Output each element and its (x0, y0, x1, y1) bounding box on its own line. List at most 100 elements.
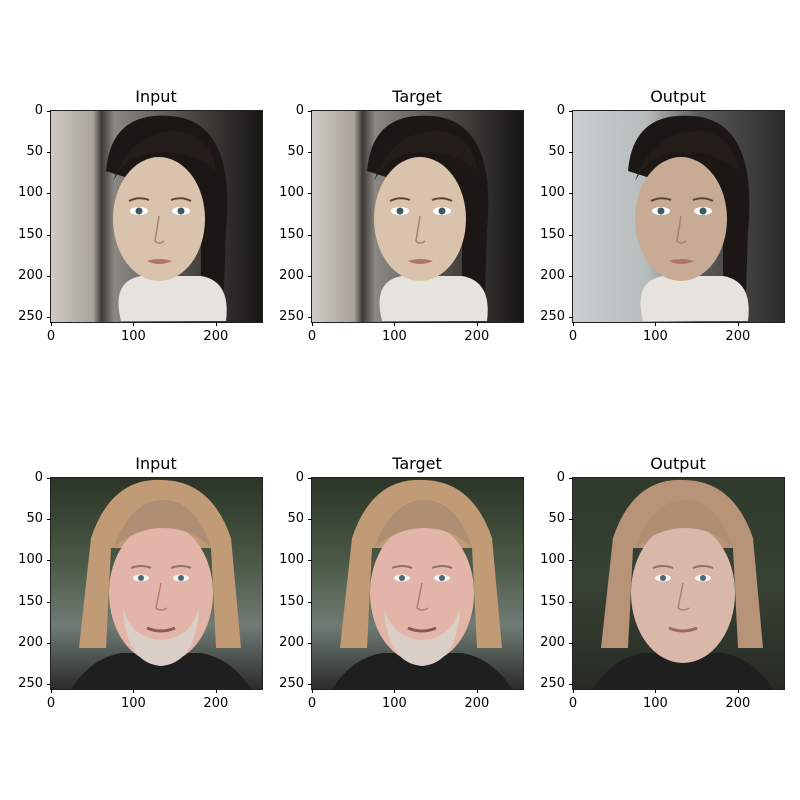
x-tick-label: 100 (121, 329, 146, 344)
x-tick-mark (215, 689, 217, 693)
man-portrait (593, 479, 773, 689)
y-tick-mark (308, 111, 312, 112)
y-tick-label: 200 (540, 267, 565, 283)
x-tick-mark (737, 322, 739, 326)
x-tick-mark (655, 689, 657, 693)
y-tick-label: 100 (279, 185, 304, 201)
x-tick-mark (51, 322, 52, 326)
y-tick-mark (569, 111, 573, 112)
panel-title: Input (135, 87, 177, 106)
y-tick-label: 250 (279, 309, 304, 325)
y-tick-label: 200 (18, 267, 43, 283)
y-tick-label: 150 (540, 593, 565, 609)
x-tick-label: 0 (568, 329, 578, 344)
y-tick-label: 50 (287, 144, 304, 160)
x-tick-label: 200 (725, 696, 751, 711)
y-tick-mark (47, 317, 51, 319)
x-tick-label: 0 (568, 696, 578, 711)
y-tick-mark (47, 684, 51, 686)
face-image (311, 477, 524, 690)
y-tick-label: 200 (279, 634, 304, 650)
y-tick-mark (308, 684, 312, 686)
y-tick-label: 150 (18, 593, 43, 609)
y-tick-mark (569, 601, 573, 603)
x-tick-label: 0 (46, 696, 56, 711)
panel-title: Target (392, 87, 442, 106)
y-tick-mark (308, 317, 312, 319)
x-tick-mark (51, 689, 52, 693)
y-tick-mark (569, 684, 573, 686)
man-portrait (332, 479, 512, 689)
y-tick-label: 250 (540, 309, 565, 325)
y-tick-mark (308, 642, 312, 644)
y-tick-label: 250 (279, 676, 304, 692)
y-tick-mark (308, 560, 312, 562)
x-tick-mark (394, 689, 396, 693)
y-tick-label: 250 (540, 676, 565, 692)
y-tick-mark (308, 234, 312, 236)
x-tick-label: 100 (121, 696, 146, 711)
face-image (50, 477, 263, 690)
y-tick-mark (569, 234, 573, 236)
panel-title: Target (392, 454, 442, 473)
x-tick-label: 200 (464, 329, 490, 344)
y-tick-mark (569, 642, 573, 644)
y-tick-label: 0 (295, 470, 304, 485)
woman-portrait (106, 115, 228, 321)
y-tick-label: 0 (295, 103, 304, 118)
y-tick-label: 100 (279, 552, 304, 568)
x-tick-mark (394, 322, 396, 326)
x-tick-mark (312, 689, 313, 693)
y-tick-label: 50 (287, 511, 304, 527)
y-tick-mark (308, 275, 312, 277)
y-tick-label: 250 (18, 676, 43, 692)
y-tick-mark (569, 275, 573, 277)
y-tick-label: 50 (26, 144, 43, 160)
y-tick-mark (47, 478, 51, 479)
y-tick-label: 150 (279, 593, 304, 609)
y-tick-label: 150 (540, 226, 565, 242)
y-tick-label: 50 (548, 511, 565, 527)
face-image (572, 110, 785, 323)
y-tick-label: 100 (18, 185, 43, 201)
y-tick-label: 250 (18, 309, 43, 325)
x-tick-label: 200 (203, 696, 229, 711)
y-tick-mark (569, 193, 573, 195)
y-tick-mark (308, 519, 312, 521)
y-tick-mark (47, 234, 51, 236)
y-tick-mark (47, 193, 51, 195)
man-portrait (71, 479, 251, 689)
y-tick-mark (47, 519, 51, 521)
panel-title: Output (650, 87, 706, 106)
x-tick-mark (476, 689, 478, 693)
woman-portrait (628, 115, 750, 321)
y-tick-mark (308, 193, 312, 195)
x-tick-label: 100 (382, 696, 407, 711)
y-tick-label: 100 (18, 552, 43, 568)
y-tick-mark (569, 152, 573, 154)
y-tick-mark (308, 152, 312, 154)
y-tick-mark (47, 275, 51, 277)
y-tick-mark (47, 642, 51, 644)
x-tick-mark (312, 322, 313, 326)
x-tick-label: 100 (643, 329, 668, 344)
x-tick-label: 0 (46, 329, 56, 344)
y-tick-mark (569, 317, 573, 319)
y-tick-label: 150 (18, 226, 43, 242)
face-image (311, 110, 524, 323)
y-tick-label: 50 (548, 144, 565, 160)
panel-title: Input (135, 454, 177, 473)
y-tick-label: 100 (540, 552, 565, 568)
x-tick-mark (573, 322, 574, 326)
x-tick-mark (737, 689, 739, 693)
y-tick-mark (569, 519, 573, 521)
y-tick-label: 0 (556, 470, 565, 485)
x-tick-mark (215, 322, 217, 326)
y-tick-mark (47, 560, 51, 562)
x-tick-label: 0 (307, 696, 317, 711)
y-tick-label: 200 (540, 634, 565, 650)
y-tick-label: 0 (34, 103, 43, 118)
panel-title: Output (650, 454, 706, 473)
face-image (50, 110, 263, 323)
x-tick-mark (133, 322, 135, 326)
